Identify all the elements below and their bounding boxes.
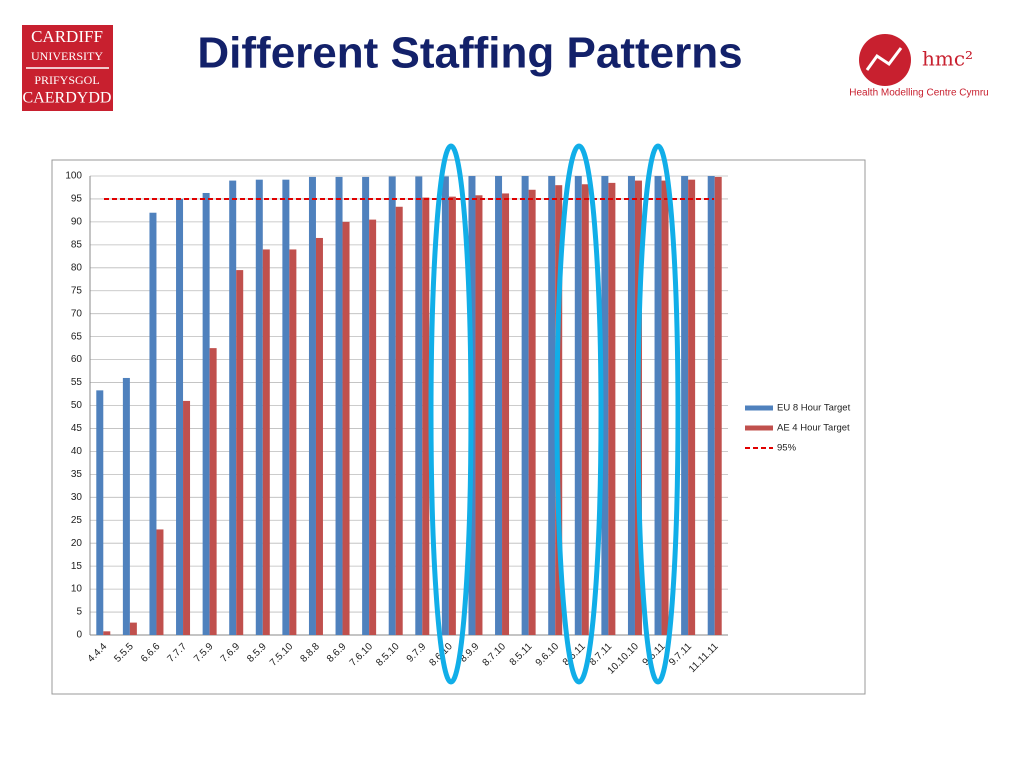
bar — [282, 179, 290, 635]
bar — [495, 176, 503, 635]
plot: 0 5 10 15 20 25 30 35 40 45 50 55 60 65 70 75 80 85 90 95 10… — [65, 171, 850, 677]
bar — [342, 221, 350, 635]
bar — [688, 179, 696, 635]
logo-text: CARDIFF — [31, 27, 103, 46]
logo-text: UNIVERSITY — [31, 49, 103, 63]
bar — [236, 270, 244, 635]
y-tick-label: 50 — [71, 400, 83, 411]
bar — [229, 180, 237, 635]
bar — [315, 237, 323, 635]
bar — [681, 176, 689, 635]
y-tick-label: 60 — [71, 354, 83, 365]
bar — [362, 176, 370, 635]
y-tick-label: 100 — [65, 171, 82, 182]
bar — [475, 195, 483, 635]
chart-frame — [51, 159, 866, 695]
bar — [627, 176, 635, 635]
slide-title: Different Staffing Patterns — [197, 29, 742, 78]
bar — [103, 631, 111, 635]
y-tick-label: 45 — [71, 423, 83, 434]
bar — [581, 184, 589, 635]
y-tick-label: 15 — [71, 561, 83, 572]
bar — [388, 176, 396, 636]
centre-logo-icon — [865, 47, 903, 71]
bar — [149, 212, 157, 635]
bar — [209, 348, 217, 635]
y-tick-label: 20 — [71, 538, 83, 549]
highlight-ellipse — [428, 143, 474, 685]
y-tick-label: 30 — [71, 492, 83, 503]
bar — [176, 198, 184, 635]
legend-swatch — [745, 405, 773, 411]
bar — [574, 176, 582, 635]
bar — [548, 176, 556, 635]
bar — [521, 176, 529, 635]
bar — [441, 176, 449, 636]
y-tick-label: 70 — [71, 308, 83, 319]
y-tick-label: 0 — [76, 630, 82, 641]
bar — [308, 176, 316, 635]
bar — [707, 176, 715, 635]
bar — [608, 182, 616, 635]
y-tick-label: 10 — [71, 584, 83, 595]
bar — [395, 206, 403, 636]
y-tick-label: 55 — [71, 377, 83, 388]
bar — [654, 176, 662, 635]
y-tick-label: 95 — [71, 194, 83, 205]
legend-label: EU 8 Hour Target — [777, 403, 851, 414]
bar — [183, 400, 191, 635]
centre-mark: hmc² — [922, 47, 973, 71]
y-tick-label: 5 — [76, 607, 82, 618]
bar — [422, 197, 430, 635]
bar — [255, 179, 263, 635]
centre-name: Health Modelling Centre Cymru — [849, 88, 989, 99]
bar — [448, 196, 456, 635]
highlight-ellipse — [635, 143, 681, 685]
logo-text: CAERDYDD — [23, 90, 112, 107]
bar — [335, 176, 343, 635]
logo-text: PRIFYSGOL — [34, 73, 99, 87]
annotations — [428, 143, 681, 685]
bar — [415, 176, 423, 636]
bar — [289, 249, 297, 635]
bar — [129, 622, 137, 635]
bar — [502, 193, 510, 635]
bar — [202, 192, 210, 635]
y-tick-label: 90 — [71, 217, 83, 228]
highlight-ellipse — [554, 143, 604, 685]
bar — [369, 219, 377, 636]
y-tick-label: 80 — [71, 262, 83, 273]
legend-swatch — [745, 425, 773, 431]
bar — [714, 176, 722, 635]
bar — [528, 189, 536, 635]
bar — [661, 180, 669, 635]
y-tick-label: 85 — [71, 239, 83, 250]
y-tick-label: 35 — [71, 469, 83, 480]
legend-label: AE 4 Hour Target — [777, 423, 850, 434]
bar — [156, 529, 164, 635]
bar — [96, 390, 104, 635]
bar — [262, 249, 270, 635]
y-tick-label: 25 — [71, 515, 83, 526]
legend-label: 95% — [777, 443, 797, 454]
y-tick-label: 40 — [71, 446, 83, 457]
bar — [122, 377, 130, 635]
y-tick-label: 65 — [71, 331, 83, 342]
y-tick-label: 75 — [71, 285, 83, 296]
bar — [601, 176, 609, 635]
